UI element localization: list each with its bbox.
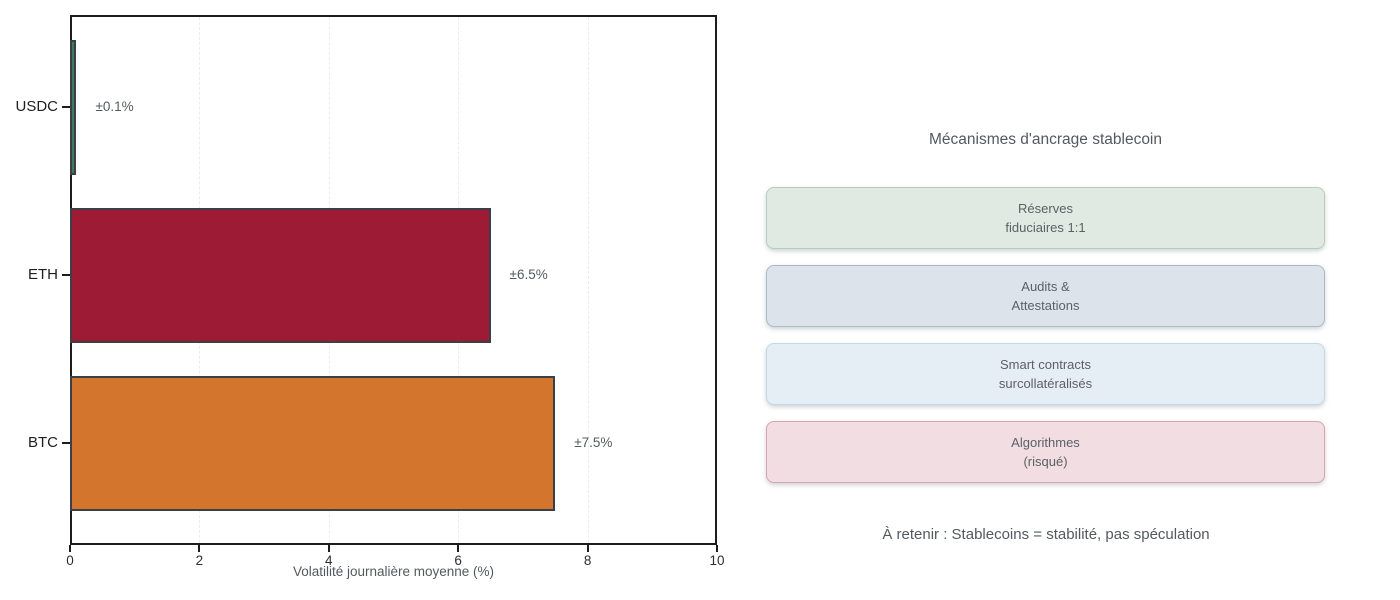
ytick-label-eth: ETH (28, 266, 58, 283)
x-tick-mark (457, 545, 460, 552)
panel-note: À retenir : Stablecoins = stabilité, pas… (882, 526, 1210, 543)
mechanism-box-label: fiduciaires 1:1 (1005, 220, 1086, 235)
x-tick-mark (586, 545, 589, 552)
mechanism-box-label: surcollatéralisés (998, 376, 1093, 391)
bar-eth (70, 207, 491, 343)
mechanism-box-label: Algorithmes (1011, 434, 1080, 450)
gridline (587, 17, 589, 543)
panel-title: Mécanismes d'ancrage stablecoin (929, 131, 1162, 148)
x-tick-mark (716, 545, 718, 552)
x-tick-label: 4 (325, 553, 333, 568)
y-tick-mark (62, 274, 70, 276)
ytick-label-btc: BTC (28, 434, 58, 451)
x-tick-label: 10 (709, 553, 725, 568)
mechanism-box-2: Audits & Attestations (766, 265, 1325, 327)
mechanism-box-label: Réserves (1018, 200, 1073, 216)
x-tick-mark (198, 545, 201, 552)
mechanism-box-4: Algorithmes (risqué) (766, 421, 1325, 483)
mechanism-box-3: Smart contracts surcollatéralisés (766, 343, 1325, 405)
mechanism-box-label: Attestations (1011, 298, 1080, 313)
x-axis-label: Volatilité journalière moyenne (%) (292, 564, 495, 579)
bar-value-label: ±7.5% (574, 435, 613, 450)
x-tick-label: 2 (195, 553, 204, 568)
x-tick-mark (69, 545, 71, 552)
ytick-label-usdc: USDC (15, 98, 58, 115)
mechanism-box-label: Smart contracts (999, 356, 1092, 372)
y-tick-mark (62, 442, 70, 444)
bar-usdc (70, 39, 77, 175)
mechanism-box-label: Audits & (1021, 278, 1070, 294)
bar-value-label: ±0.1% (95, 99, 134, 114)
bar-btc (70, 375, 556, 511)
x-tick-label: 0 (66, 553, 74, 568)
mechanism-box-label: (risqué) (1023, 454, 1068, 469)
x-tick-label: 6 (454, 553, 462, 568)
mechanism-box-1: Réserves fiduciaires 1:1 (766, 187, 1325, 249)
y-tick-mark (62, 106, 70, 108)
bar-value-label: ±6.5% (509, 267, 548, 282)
x-tick-mark (327, 545, 330, 552)
x-tick-label: 8 (583, 553, 592, 568)
